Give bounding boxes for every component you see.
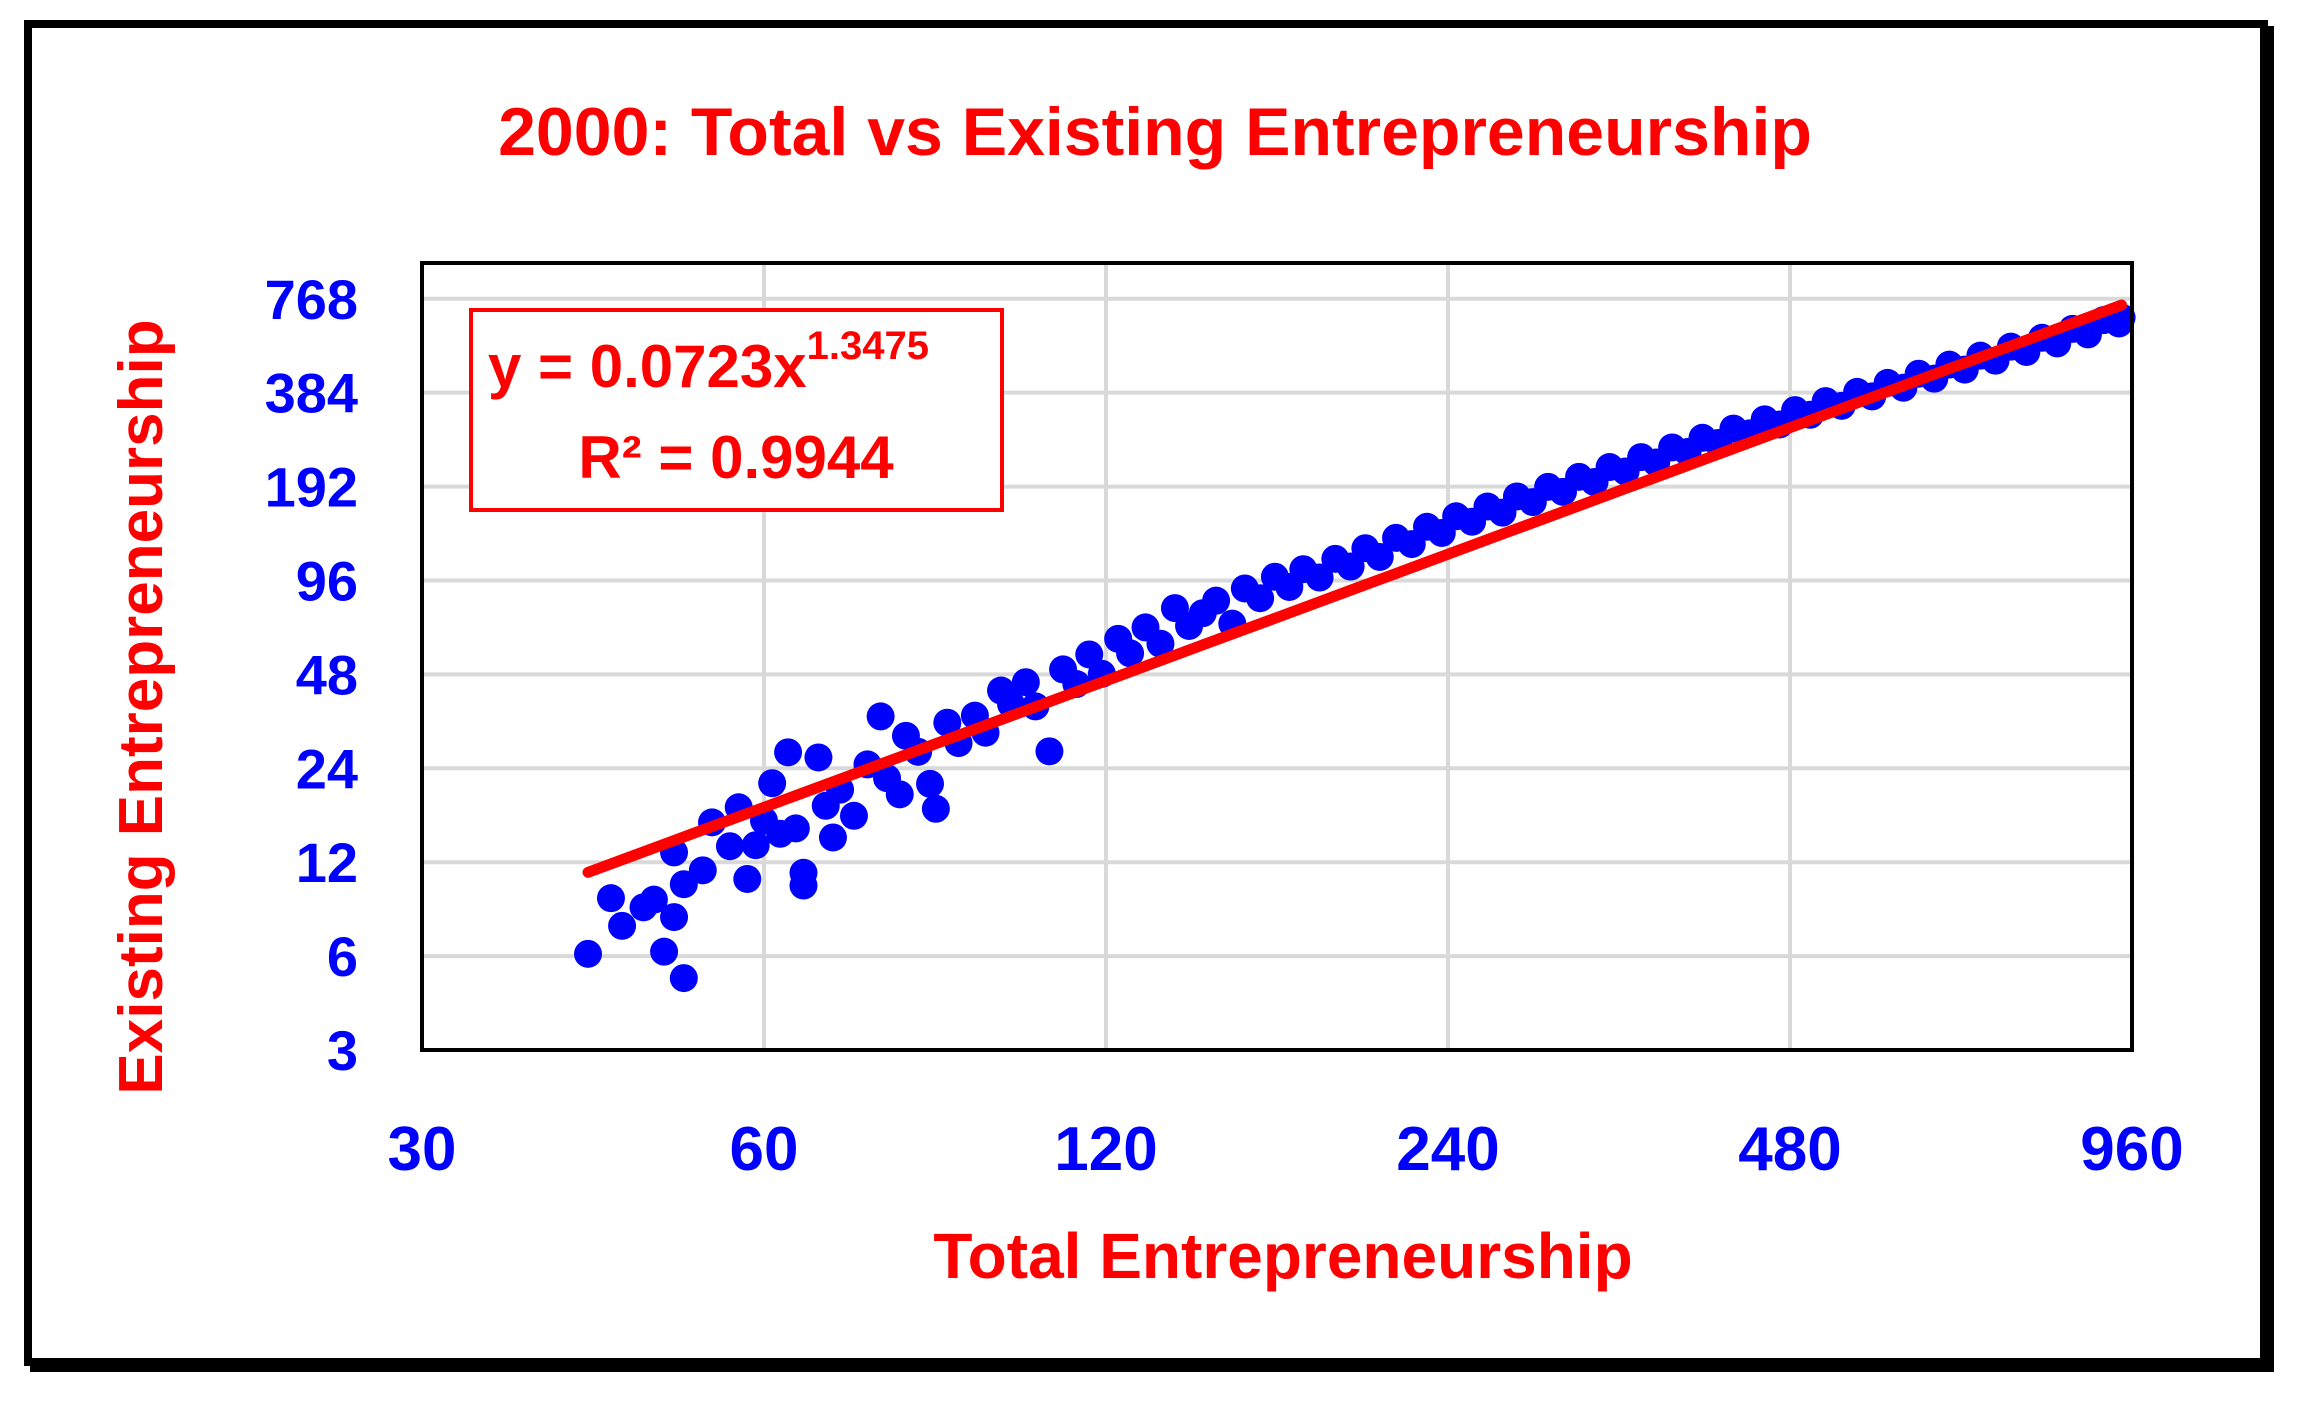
data-point bbox=[774, 738, 803, 767]
data-point bbox=[933, 708, 962, 737]
y-tick-label: 192 bbox=[265, 456, 358, 519]
y-axis-label: Existing Entrepreneurship bbox=[107, 319, 176, 1094]
chart-frame bbox=[24, 20, 2268, 1366]
data-point bbox=[733, 864, 762, 893]
r-squared-label: R² = 0.9944 bbox=[578, 424, 894, 491]
y-tick-label: 6 bbox=[327, 925, 358, 988]
x-tick-label: 480 bbox=[1738, 1115, 1841, 1184]
data-point bbox=[885, 780, 914, 809]
x-tick-label: 30 bbox=[388, 1115, 457, 1184]
data-point bbox=[669, 964, 698, 993]
data-point bbox=[1365, 542, 1394, 571]
data-point bbox=[639, 885, 668, 914]
data-point bbox=[758, 769, 787, 798]
equation-label: y = 0.0723x1.3475 bbox=[488, 324, 929, 400]
data-point bbox=[1146, 629, 1175, 658]
y-tick-label: 24 bbox=[296, 737, 358, 800]
data-point bbox=[804, 743, 833, 772]
data-point bbox=[781, 814, 810, 843]
data-point bbox=[1305, 563, 1334, 592]
y-tick-label: 12 bbox=[296, 831, 358, 894]
data-point bbox=[596, 884, 625, 913]
x-axis-ticks: 30 60 120 240 480 960 bbox=[388, 1115, 2184, 1184]
x-tick-label: 120 bbox=[1054, 1115, 1157, 1184]
chart-title: 2000: Total vs Existing Entrepreneurship bbox=[498, 94, 1812, 170]
x-tick-label: 60 bbox=[730, 1115, 799, 1184]
data-point bbox=[1202, 586, 1231, 615]
x-tick-label: 960 bbox=[2080, 1115, 2183, 1184]
x-axis-label: Total Entrepreneurship bbox=[933, 1220, 1632, 1292]
equation-base: y = 0.0723x bbox=[488, 333, 807, 400]
trendline bbox=[582, 299, 2128, 878]
y-tick-label: 3 bbox=[327, 1019, 358, 1082]
data-point bbox=[818, 823, 847, 852]
data-point bbox=[1246, 584, 1275, 613]
data-point bbox=[866, 702, 895, 731]
y-tick-label: 768 bbox=[265, 268, 358, 331]
y-axis-ticks: 3 6 12 24 48 96 192 384 768 bbox=[265, 268, 358, 1082]
y-tick-label: 96 bbox=[296, 549, 358, 612]
data-point bbox=[839, 801, 868, 830]
data-point bbox=[1116, 639, 1145, 668]
data-point bbox=[715, 832, 744, 861]
data-point bbox=[660, 903, 689, 932]
data-point bbox=[1035, 737, 1064, 766]
data-point bbox=[789, 871, 818, 900]
data-point bbox=[1011, 668, 1040, 697]
data-point bbox=[574, 939, 603, 968]
x-tick-label: 240 bbox=[1396, 1115, 1499, 1184]
data-point bbox=[608, 911, 637, 940]
data-point bbox=[916, 769, 945, 798]
data-point bbox=[921, 794, 950, 823]
data-point bbox=[688, 856, 717, 885]
data-point bbox=[741, 831, 770, 860]
equation-box: y = 0.0723x1.3475 R² = 0.9944 bbox=[469, 308, 1004, 512]
y-tick-label: 384 bbox=[265, 362, 358, 425]
y-tick-label: 48 bbox=[296, 643, 358, 706]
equation-exponent: 1.3475 bbox=[807, 324, 929, 368]
data-point bbox=[650, 937, 679, 966]
plot-area-border bbox=[420, 261, 2134, 1052]
